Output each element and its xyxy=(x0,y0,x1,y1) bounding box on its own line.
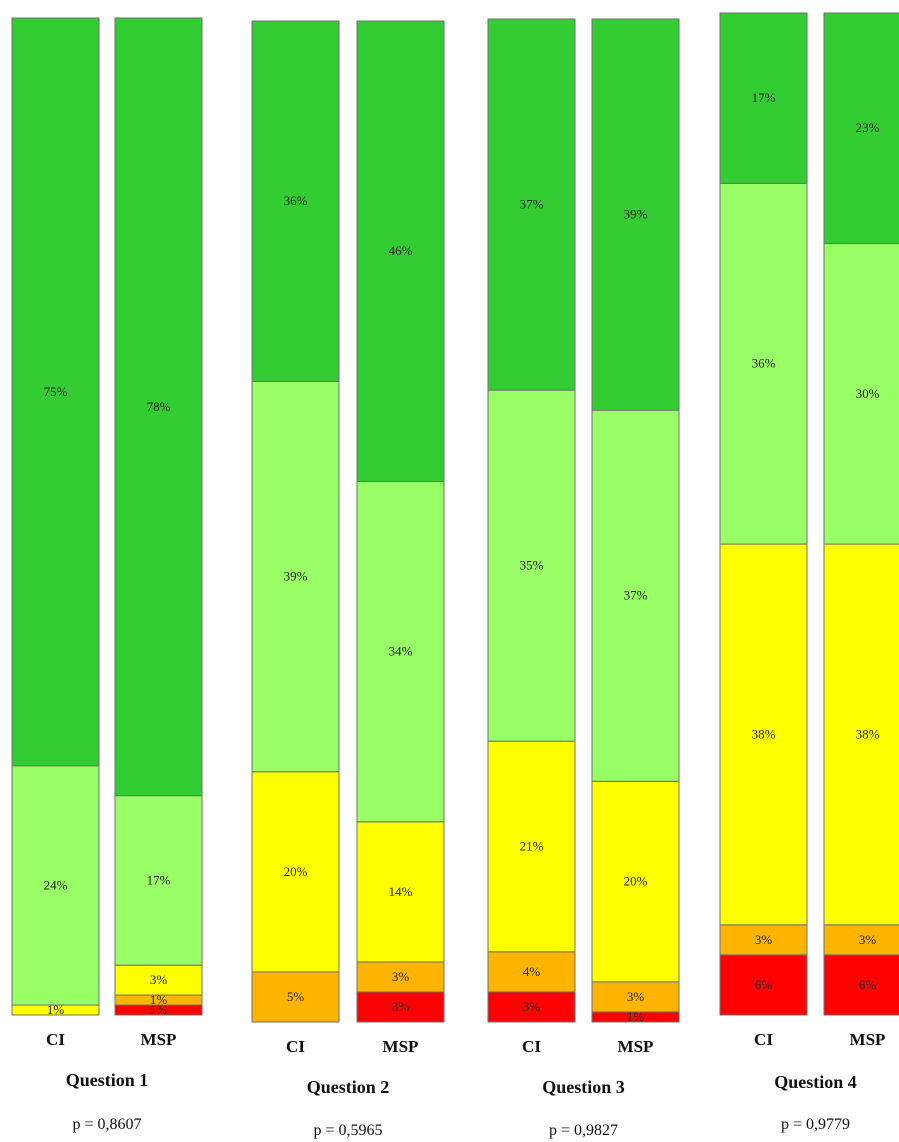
category-label-q1-msp: MSP xyxy=(141,1030,177,1049)
segment-label-q3-ci-orange: 4% xyxy=(523,964,541,979)
bar-segment-q2-msp-red xyxy=(356,991,445,1023)
segment-label-q4-msp-orange: 3% xyxy=(859,932,877,947)
question-title-2: Question 2 xyxy=(307,1077,390,1097)
question-title-3: Question 3 xyxy=(542,1077,625,1097)
segment-label-q2-ci-yellow: 20% xyxy=(284,864,308,879)
segment-label-q1-ci-green: 75% xyxy=(44,384,68,399)
segment-label-q3-ci-yellow: 21% xyxy=(520,838,544,853)
category-label-q2-ci: CI xyxy=(286,1037,305,1056)
segment-label-q1-msp-light_green: 17% xyxy=(147,872,171,887)
segment-label-q2-ci-orange: 5% xyxy=(287,989,305,1004)
segment-label-q1-ci-yellow: 1% xyxy=(47,1002,65,1017)
bar-segment-q1-msp-green xyxy=(114,17,203,797)
bar-segment-q4-ci-yellow xyxy=(719,543,808,926)
p-value-3: p = 0,9827 xyxy=(549,1122,618,1139)
segment-label-q2-msp-red: 3% xyxy=(392,999,410,1014)
segment-label-q4-ci-orange: 3% xyxy=(755,932,773,947)
segment-label-q3-msp-red: 1% xyxy=(627,1009,645,1024)
bar-segment-q3-ci-yellow xyxy=(487,740,576,953)
category-label-q4-msp: MSP xyxy=(850,1030,886,1049)
category-label-q2-msp: MSP xyxy=(383,1037,419,1056)
bar-segment-q4-ci-green xyxy=(719,12,808,184)
segment-label-q4-msp-yellow: 38% xyxy=(856,726,880,741)
segment-label-q4-ci-green: 17% xyxy=(752,90,776,105)
bar-segment-q2-ci-orange xyxy=(251,971,340,1023)
segment-label-q2-ci-green: 36% xyxy=(284,193,308,208)
bar-segment-q1-msp-yellow xyxy=(114,964,203,996)
segment-label-q2-ci-light_green: 39% xyxy=(284,569,308,584)
segment-label-q4-ci-light_green: 36% xyxy=(752,356,776,371)
segment-label-q4-ci-red: 6% xyxy=(755,977,773,992)
category-label-q3-ci: CI xyxy=(522,1037,541,1056)
segment-label-q4-msp-red: 6% xyxy=(859,977,877,992)
bar-segment-q2-msp-orange xyxy=(356,961,445,993)
bar-segment-q4-msp-light_green xyxy=(823,242,899,545)
segment-label-q2-msp-green: 46% xyxy=(389,243,413,258)
segment-label-q1-msp-green: 78% xyxy=(147,399,171,414)
bar-segment-q2-msp-light_green xyxy=(356,480,445,823)
segment-label-q1-msp-yellow: 3% xyxy=(150,972,168,987)
bar-segment-q1-ci-green xyxy=(11,17,100,767)
question-title-1: Question 1 xyxy=(66,1070,149,1090)
segment-label-q3-ci-green: 37% xyxy=(520,197,544,212)
bar-segment-q2-ci-green xyxy=(251,20,340,382)
segment-label-q3-ci-red: 3% xyxy=(523,999,541,1014)
segment-label-q1-msp-red: 1% xyxy=(150,1002,168,1017)
bar-segment-q3-ci-orange xyxy=(487,951,576,993)
bar-segment-q3-msp-light_green xyxy=(591,409,680,782)
segment-label-q1-msp-orange: 1% xyxy=(150,992,168,1007)
segment-label-q4-ci-yellow: 38% xyxy=(752,726,776,741)
bar-segment-q4-ci-light_green xyxy=(719,182,808,545)
bar-segment-q3-msp-green xyxy=(591,18,680,411)
category-label-q3-msp: MSP xyxy=(618,1037,654,1056)
category-label-q1-ci: CI xyxy=(46,1030,65,1049)
segment-label-q3-msp-light_green: 37% xyxy=(624,588,648,603)
bar-segment-q4-ci-red xyxy=(719,954,808,1016)
bar-segment-q2-ci-yellow xyxy=(251,771,340,973)
segment-label-q4-msp-green: 23% xyxy=(856,120,880,135)
segment-label-q3-msp-green: 39% xyxy=(624,207,648,222)
bar-segment-q4-ci-orange xyxy=(719,924,808,956)
p-value-4: p = 0,9779 xyxy=(781,1116,850,1133)
question-title-4: Question 4 xyxy=(774,1072,857,1092)
bar-segment-q2-msp-yellow xyxy=(356,821,445,963)
segment-label-q2-msp-light_green: 34% xyxy=(389,644,413,659)
segment-label-q3-msp-yellow: 20% xyxy=(624,874,648,889)
segment-label-q3-ci-light_green: 35% xyxy=(520,558,544,573)
bar-segment-q3-ci-green xyxy=(487,18,576,391)
segment-label-q4-msp-light_green: 30% xyxy=(856,386,880,401)
bar-segment-q4-msp-green xyxy=(823,12,899,244)
segment-label-q1-ci-light_green: 24% xyxy=(44,877,68,892)
segment-label-q2-msp-yellow: 14% xyxy=(389,884,413,899)
bar-segment-q2-ci-light_green xyxy=(251,380,340,773)
segment-label-q2-msp-orange: 3% xyxy=(392,969,410,984)
p-value-1: p = 0,8607 xyxy=(72,1116,141,1133)
bar-segment-q4-msp-red xyxy=(823,954,899,1016)
bar-segment-q1-ci-light_green xyxy=(11,765,100,1006)
bar-segment-q2-msp-green xyxy=(356,20,445,482)
bar-segment-q3-msp-yellow xyxy=(591,780,680,983)
category-label-q4-ci: CI xyxy=(754,1030,773,1049)
p-value-2: p = 0,5965 xyxy=(313,1122,382,1139)
bar-segment-q1-msp-light_green xyxy=(114,795,203,966)
bar-segment-q3-msp-orange xyxy=(591,981,680,1013)
segment-label-q3-msp-orange: 3% xyxy=(627,989,645,1004)
